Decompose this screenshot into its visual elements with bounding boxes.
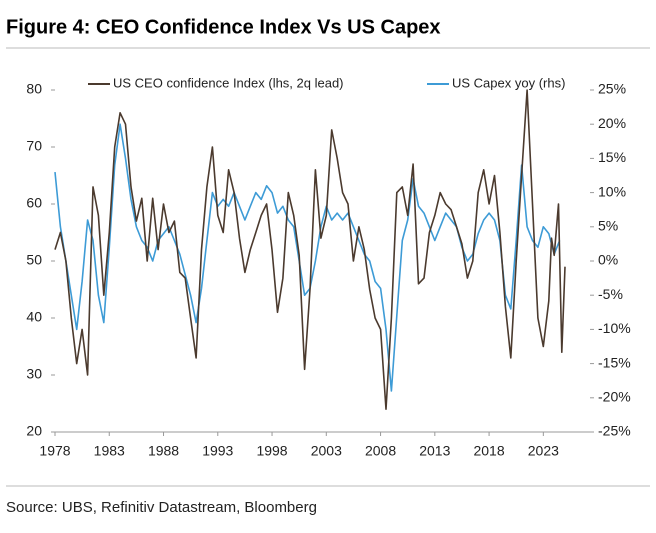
x-tick-label: 1998 [256, 443, 287, 459]
y-tick-label: 80 [26, 81, 42, 97]
x-tick-label: 1983 [94, 443, 125, 459]
y-tick-label: 60 [26, 195, 42, 211]
x-tick-label: 1978 [39, 443, 70, 459]
source: Source: UBS, Refinitiv Datastream, Bloom… [6, 499, 317, 516]
y-tick-label: 40 [26, 309, 42, 325]
x-tick-label: 2023 [528, 443, 559, 459]
y2-tick-label: 25% [598, 81, 626, 97]
y2-tick-label: 20% [598, 115, 626, 131]
x-tick-label: 1993 [202, 443, 233, 459]
legend-label: US CEO confidence Index (lhs, 2q lead) [113, 75, 344, 90]
y-tick-label: 70 [26, 138, 42, 154]
y-tick-label: 50 [26, 252, 42, 268]
x-tick-label: 1988 [148, 443, 179, 459]
y2-tick-label: 15% [598, 149, 626, 165]
y2-tick-label: -5% [598, 286, 623, 302]
y2-tick-label: 5% [598, 218, 618, 234]
x-tick-label: 2013 [419, 443, 450, 459]
x-tick-label: 2003 [311, 443, 342, 459]
series-line [54, 89, 566, 410]
y-tick-label: 30 [26, 366, 42, 382]
y2-tick-label: -10% [598, 320, 631, 336]
chart-title: Figure 4: CEO Confidence Index Vs US Cap… [6, 16, 441, 38]
y2-tick-label: -15% [598, 354, 631, 370]
y2-tick-label: 0% [598, 252, 618, 268]
y2-tick-label: -25% [598, 423, 631, 439]
x-tick-label: 2018 [473, 443, 504, 459]
y2-tick-label: 10% [598, 183, 626, 199]
y-tick-label: 20 [26, 423, 42, 439]
series-line [54, 123, 561, 392]
legend-label: US Capex yoy (rhs) [452, 75, 565, 90]
x-tick-label: 2008 [365, 443, 396, 459]
y2-tick-label: -20% [598, 389, 631, 405]
